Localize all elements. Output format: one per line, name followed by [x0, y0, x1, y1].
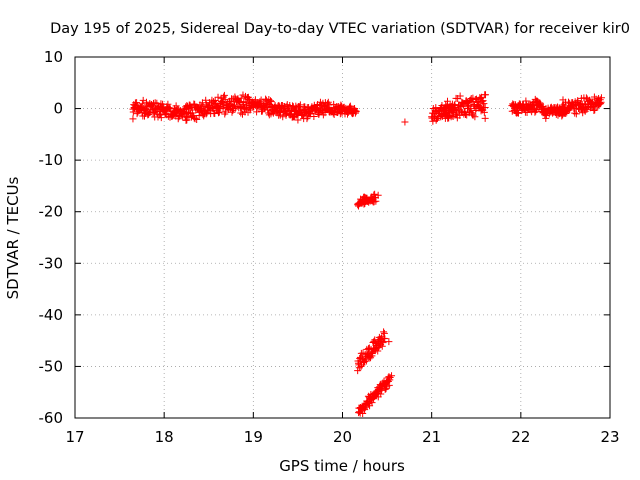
data-point	[133, 99, 141, 107]
x-tick-label: 20	[333, 428, 352, 446]
data-point	[265, 111, 273, 119]
data-point	[480, 108, 488, 116]
data-point	[172, 102, 180, 110]
data-point	[182, 109, 190, 117]
data-point	[237, 94, 245, 102]
data-point	[481, 103, 489, 111]
data-point	[571, 109, 579, 117]
data-points	[129, 91, 605, 418]
data-point	[429, 117, 437, 125]
y-tick-label: 0	[53, 100, 63, 118]
data-point	[462, 110, 470, 118]
data-point	[294, 116, 302, 124]
y-tick-label: -50	[39, 357, 64, 375]
data-point	[522, 97, 530, 105]
data-point	[595, 95, 603, 103]
data-point	[447, 113, 455, 121]
y-tick-label: -60	[39, 409, 64, 427]
y-tick-label: -30	[39, 254, 64, 272]
y-tick-label: -10	[39, 151, 64, 169]
data-point	[368, 399, 376, 407]
data-point	[481, 114, 489, 122]
x-tick-label: 23	[600, 428, 619, 446]
data-point	[199, 110, 207, 118]
data-point	[253, 108, 261, 116]
x-tick-label: 18	[155, 428, 174, 446]
data-point	[532, 107, 540, 115]
data-point	[558, 112, 566, 120]
data-point	[542, 114, 550, 122]
data-point	[138, 100, 146, 108]
data-point	[459, 101, 467, 109]
data-point	[133, 110, 141, 118]
data-point	[478, 105, 486, 113]
data-point	[385, 338, 393, 346]
data-point	[377, 390, 385, 398]
data-point	[193, 116, 201, 124]
data-point	[151, 99, 159, 107]
data-point	[372, 197, 380, 205]
data-point	[321, 109, 329, 117]
data-point	[482, 91, 490, 99]
data-point	[401, 118, 409, 126]
data-point	[221, 95, 229, 103]
data-point	[469, 111, 477, 119]
data-point	[379, 339, 387, 347]
chart-title: Day 195 of 2025, Sidereal Day-to-day VTE…	[50, 21, 630, 37]
x-tick-label: 21	[422, 428, 441, 446]
data-point	[388, 372, 396, 380]
data-point	[129, 115, 137, 123]
data-point	[354, 367, 362, 375]
data-point	[365, 353, 373, 361]
data-point	[209, 104, 217, 112]
data-point	[362, 357, 370, 365]
data-point	[514, 109, 522, 117]
y-tick-label: -20	[39, 203, 64, 221]
data-point	[370, 198, 378, 206]
data-point	[471, 113, 479, 121]
data-point	[380, 328, 388, 336]
data-point	[479, 97, 487, 105]
data-point	[590, 107, 598, 115]
data-point	[202, 96, 210, 104]
data-point	[583, 105, 591, 113]
data-point	[279, 113, 287, 121]
data-point	[191, 115, 199, 123]
data-point	[357, 363, 365, 371]
data-point	[266, 97, 274, 105]
data-point	[374, 347, 382, 355]
y-axis-label: SDTVAR / TECUs	[4, 176, 22, 299]
x-tick-label: 22	[511, 428, 530, 446]
data-point	[329, 109, 337, 117]
data-point	[237, 109, 245, 117]
data-point	[310, 112, 318, 120]
y-tick-label: 10	[44, 48, 63, 66]
data-point	[303, 115, 311, 123]
data-point	[164, 100, 172, 108]
data-point	[386, 373, 394, 381]
data-point	[443, 97, 451, 105]
data-point	[572, 110, 580, 118]
data-point	[157, 114, 165, 122]
data-point	[374, 191, 382, 199]
x-tick-label: 17	[65, 428, 84, 446]
data-point	[352, 107, 360, 115]
axis-ticks: 17 18 19 20 21 22 23 10 0 -10 -20 -30 -40 -50 -60	[39, 48, 620, 446]
data-point	[480, 100, 488, 108]
y-tick-label: -40	[39, 306, 64, 324]
data-point	[381, 335, 389, 343]
x-tick-label: 19	[244, 428, 263, 446]
x-axis-label: GPS time / hours	[279, 457, 405, 475]
data-point	[220, 91, 228, 99]
data-point	[456, 92, 464, 100]
data-point	[597, 94, 605, 102]
